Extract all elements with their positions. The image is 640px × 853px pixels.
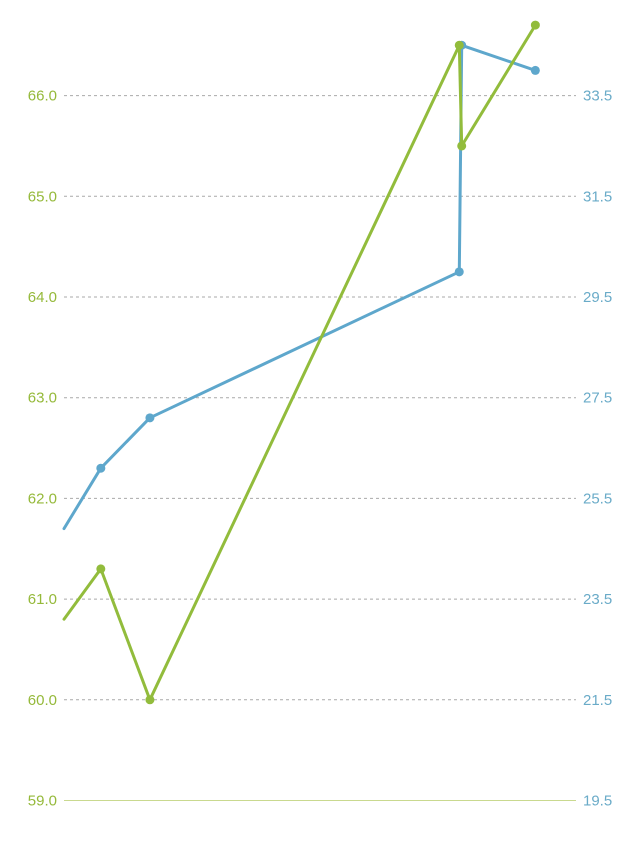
series-left-axis: [62, 20, 540, 705]
grid-lines: [64, 95, 576, 801]
left-tick-label: 59.0: [28, 793, 57, 810]
right-tick-label: 29.5: [583, 289, 612, 306]
series-line: [62, 43, 537, 531]
left-tick-label: 66.0: [28, 88, 57, 105]
series-line: [62, 23, 537, 702]
right-tick-label: 19.5: [583, 793, 612, 810]
right-tick-label: 23.5: [583, 591, 612, 608]
left-tick-label: 63.0: [28, 390, 57, 407]
data-point: [454, 267, 464, 277]
left-axis: 59.0 60.0 61.0 62.0 63.0 64.0 65.0 66.0: [28, 88, 57, 810]
data-point: [145, 695, 155, 705]
right-tick-label: 31.5: [583, 188, 612, 205]
series-group: [62, 20, 540, 705]
data-point: [454, 40, 464, 50]
right-tick-label: 33.5: [583, 88, 612, 105]
right-tick-label: 25.5: [583, 490, 612, 507]
data-point: [96, 564, 106, 574]
left-tick-label: 60.0: [28, 692, 57, 709]
data-point: [530, 20, 540, 30]
right-tick-label: 27.5: [583, 390, 612, 407]
data-point: [145, 413, 155, 423]
left-tick-label: 64.0: [28, 289, 57, 306]
left-tick-label: 61.0: [28, 591, 57, 608]
right-axis: 19.5 21.5 23.5 25.5 27.5 29.5 31.5 33.5: [583, 88, 612, 810]
data-point: [96, 463, 106, 473]
data-point: [530, 65, 540, 75]
left-tick-label: 62.0: [28, 490, 57, 507]
left-tick-label: 65.0: [28, 188, 57, 205]
data-point: [457, 141, 467, 151]
right-tick-label: 21.5: [583, 692, 612, 709]
series-right-axis: [62, 40, 540, 531]
